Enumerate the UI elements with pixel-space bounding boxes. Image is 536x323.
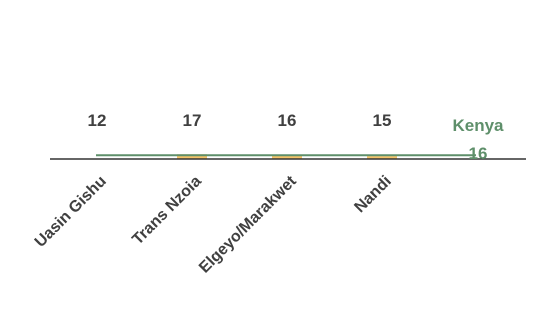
bars-group (177, 154, 397, 159)
bar-trans-nzoia (177, 154, 207, 159)
value-label-elgeyo-marakwet: 16 (278, 111, 297, 130)
category-label-nandi: Nandi (351, 173, 394, 216)
reference-value-label: 16 (469, 144, 488, 163)
category-label-trans-nzoia: Trans Nzoia (129, 173, 205, 249)
value-label-nandi: 15 (373, 111, 392, 130)
reference-label: Kenya (452, 116, 504, 135)
value-label-trans-nzoia: 17 (183, 111, 202, 130)
value-label-uasin-gishu: 12 (88, 111, 107, 130)
category-label-elgeyo-marakwet: Elgeyo/Marakwet (196, 172, 300, 276)
value-labels-group: 12 17 16 15 (88, 111, 392, 130)
bar-nandi (367, 156, 397, 159)
category-label-uasin-gishu: Uasin Gishu (32, 173, 110, 251)
bar-elgeyo-marakwet (272, 155, 302, 159)
